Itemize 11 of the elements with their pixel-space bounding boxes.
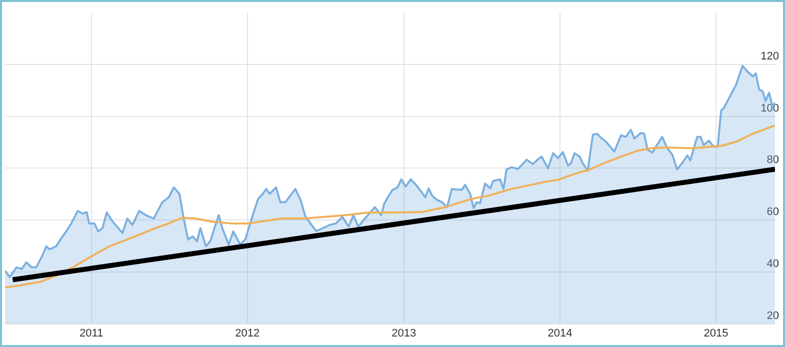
- y-tick-label: 100: [760, 102, 779, 114]
- y-tick-label: 120: [760, 50, 779, 62]
- y-tick-label: 20: [766, 310, 779, 322]
- x-tick-label: 2014: [548, 327, 572, 340]
- x-tick-label: 2011: [80, 327, 104, 340]
- x-tick-label: 2013: [392, 327, 416, 340]
- x-tick-label: 2015: [704, 327, 728, 340]
- x-tick-label: 2012: [235, 327, 260, 340]
- y-tick-label: 80: [766, 154, 779, 166]
- y-tick-label: 40: [766, 258, 779, 270]
- y-tick-label: 60: [766, 206, 779, 218]
